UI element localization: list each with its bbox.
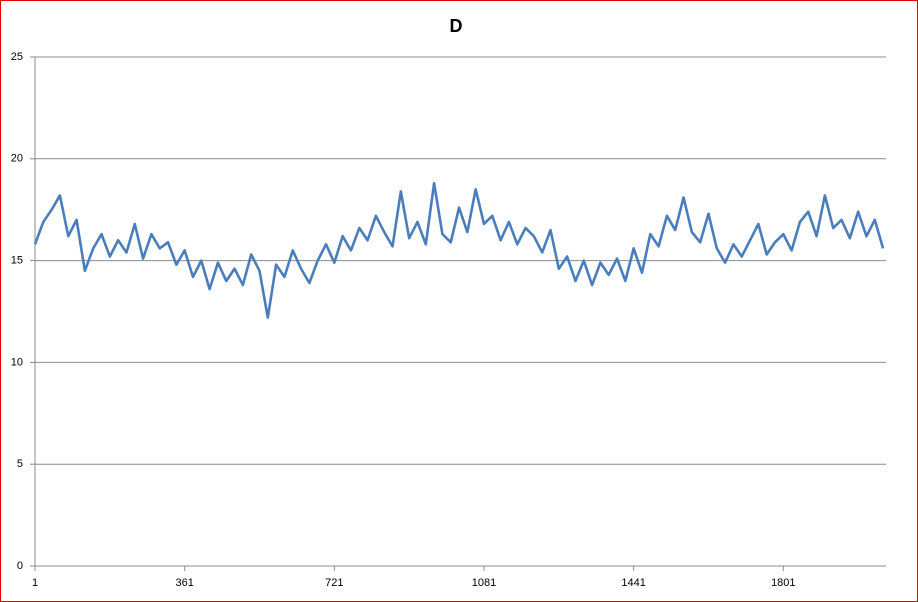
x-tick-label: 1441 <box>621 577 645 589</box>
x-tick-label: 361 <box>175 577 193 589</box>
y-tick-label: 0 <box>17 560 23 572</box>
y-tick-label: 25 <box>11 51 23 63</box>
x-tick-label: 1801 <box>771 577 795 589</box>
x-tick-label: 1081 <box>472 577 496 589</box>
y-tick-label: 10 <box>11 356 23 368</box>
y-tick-label: 20 <box>11 153 23 165</box>
y-tick-label: 15 <box>11 255 23 267</box>
x-tick-label: 721 <box>325 577 343 589</box>
data-line <box>33 181 885 319</box>
y-tick-label: 5 <box>17 458 23 470</box>
chart-title: D <box>450 16 463 36</box>
x-tick-label: 1 <box>32 577 38 589</box>
